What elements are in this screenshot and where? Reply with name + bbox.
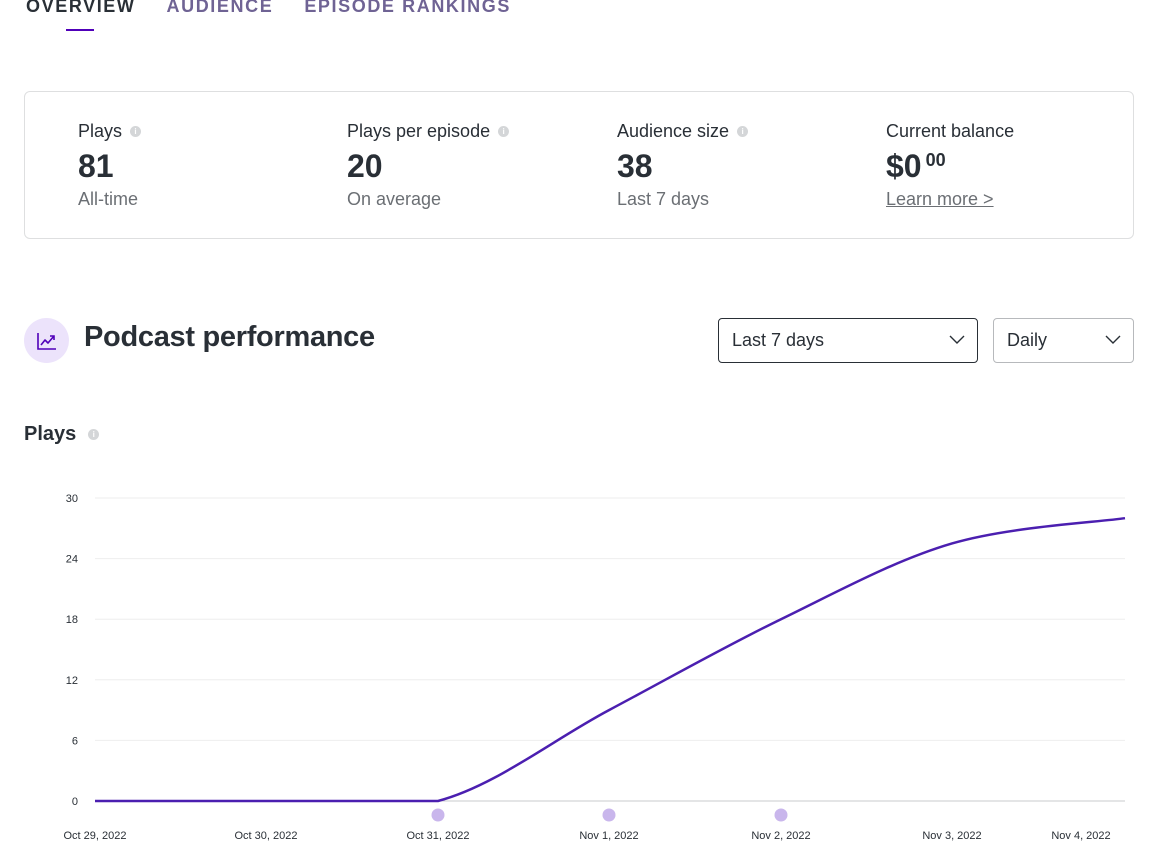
y-tick-label: 6 [72, 735, 78, 747]
series-line [95, 516, 1126, 803]
stat-audience-size: Audience size i 38 Last 7 days [617, 119, 749, 210]
x-tick-label: Nov 4, 2022 [1051, 830, 1110, 842]
tab-bar: OVERVIEW AUDIENCE EPISODE RANKINGS [26, 0, 511, 31]
trend-chart-icon [24, 318, 69, 363]
stat-plays-sub: All-time [78, 189, 139, 209]
episode-marker [774, 808, 788, 822]
y-tick-label: 24 [66, 554, 78, 566]
x-tick-label: Nov 1, 2022 [579, 830, 638, 842]
stat-balance-label: Current balance [886, 120, 1015, 141]
x-tick-label: Nov 3, 2022 [922, 830, 981, 842]
info-icon[interactable]: i [498, 125, 510, 137]
info-icon[interactable]: i [88, 429, 100, 440]
stat-plays-per-episode: Plays per episode i 20 On average [347, 119, 510, 210]
episode-marker [431, 808, 445, 822]
plays-chart-title-text: Plays [24, 423, 77, 445]
stats-card: Plays i 81 All-time Plays per episode i 20… [24, 91, 1134, 239]
info-icon[interactable]: i [130, 125, 142, 137]
interval-select[interactable]: Daily [993, 318, 1134, 363]
stat-plays-value: 81 [78, 148, 114, 184]
date-range-select[interactable]: Last 7 days [718, 318, 978, 363]
stat-plays-per-episode-sub: On average [347, 189, 442, 209]
info-icon[interactable]: i [737, 125, 749, 137]
stat-plays-per-episode-label: Plays per episode [347, 120, 491, 141]
tab-audience[interactable]: AUDIENCE [166, 0, 274, 16]
tab-episode-rankings[interactable]: EPISODE RANKINGS [304, 0, 511, 16]
chevron-down-icon [949, 335, 965, 344]
episode-marker [602, 808, 616, 822]
stat-balance-value: $0 00 [886, 147, 1014, 185]
stat-plays: Plays i 81 All-time [78, 119, 142, 210]
stat-plays-per-episode-value: 20 [347, 148, 383, 184]
tab-overview[interactable]: OVERVIEW [26, 0, 136, 31]
stat-plays-label: Plays [78, 120, 123, 141]
stat-audience-size-sub: Last 7 days [617, 189, 710, 209]
plays-line-chart: 0 6 12 18 24 30 Oct 29, 2022 Oct 30, 2022 Oct 31… [64, 493, 1126, 842]
y-tick-label: 12 [66, 675, 78, 687]
stat-audience-size-label: Audience size [617, 120, 730, 141]
learn-more-link[interactable]: Learn more > [886, 189, 994, 209]
trend-chart-glyph [36, 332, 56, 350]
stat-balance-cents: 00 [925, 150, 946, 170]
date-range-value: Last 7 days [732, 330, 825, 350]
x-tick-label: Oct 30, 2022 [235, 830, 298, 842]
y-tick-label: 30 [66, 493, 78, 505]
chevron-down-icon [1105, 335, 1121, 344]
stat-current-balance: Current balance $0 00 Learn more > [886, 119, 1014, 210]
x-tick-label: Oct 31, 2022 [407, 830, 470, 842]
y-tick-label: 0 [72, 796, 78, 808]
performance-title: Podcast performance [84, 321, 375, 353]
stat-audience-size-value: 38 [617, 148, 653, 184]
x-tick-label: Oct 29, 2022 [64, 830, 127, 842]
plays-chart-title: Plays i [24, 423, 100, 446]
interval-value: Daily [1007, 330, 1048, 350]
stat-balance-dollars: $0 [886, 148, 922, 184]
y-tick-label: 18 [66, 614, 78, 626]
x-tick-label: Nov 2, 2022 [751, 830, 810, 842]
